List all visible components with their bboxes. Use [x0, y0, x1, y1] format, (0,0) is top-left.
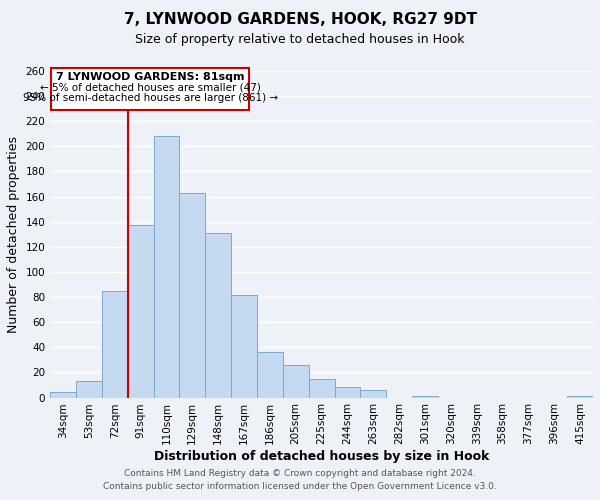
Text: 7 LYNWOOD GARDENS: 81sqm: 7 LYNWOOD GARDENS: 81sqm [56, 72, 245, 82]
Bar [412, 396, 438, 398]
Bar [50, 392, 76, 398]
Bar [205, 233, 231, 398]
Text: Size of property relative to detached houses in Hook: Size of property relative to detached ho… [135, 32, 465, 46]
Bar [283, 365, 308, 398]
Bar [308, 378, 335, 398]
Bar [179, 193, 205, 398]
Text: 95% of semi-detached houses are larger (861) →: 95% of semi-detached houses are larger (… [23, 93, 278, 103]
Text: Contains HM Land Registry data © Crown copyright and database right 2024.
Contai: Contains HM Land Registry data © Crown c… [103, 470, 497, 491]
Bar [52, 68, 249, 110]
Text: ← 5% of detached houses are smaller (47): ← 5% of detached houses are smaller (47) [40, 83, 261, 93]
Bar [231, 294, 257, 398]
Bar [128, 226, 154, 398]
Bar [567, 396, 593, 398]
Bar [154, 136, 179, 398]
Bar [335, 388, 361, 398]
Bar [76, 381, 102, 398]
Text: 7, LYNWOOD GARDENS, HOOK, RG27 9DT: 7, LYNWOOD GARDENS, HOOK, RG27 9DT [124, 12, 476, 28]
X-axis label: Distribution of detached houses by size in Hook: Distribution of detached houses by size … [154, 450, 489, 463]
Bar [361, 390, 386, 398]
Bar [257, 352, 283, 398]
Bar [102, 291, 128, 398]
Y-axis label: Number of detached properties: Number of detached properties [7, 136, 20, 332]
